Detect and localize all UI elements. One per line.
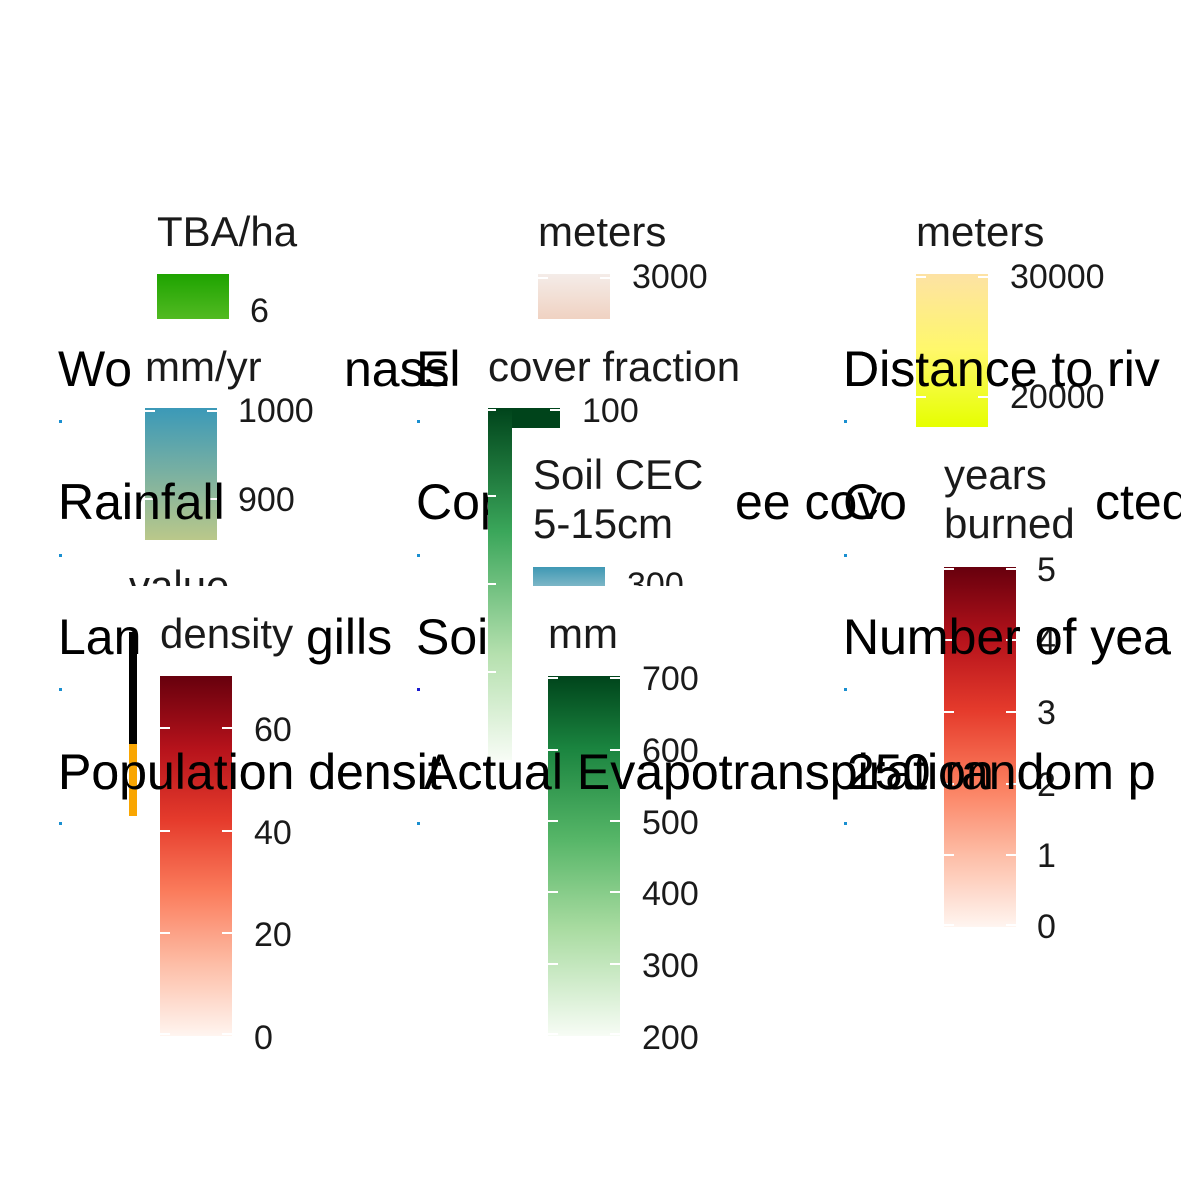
panel-title-soil: Soil — [416, 609, 499, 665]
panel-dot — [844, 420, 847, 423]
panel-placeholder-dots — [59, 420, 847, 825]
tick-label: 5 — [1037, 551, 1056, 589]
panel-dot — [417, 554, 420, 557]
tick-label: 100 — [582, 392, 639, 430]
tick-label: 0 — [1037, 908, 1056, 946]
panel-title-land-cover: Lan — [58, 609, 141, 665]
legend-title-cover: cover fraction — [488, 343, 740, 390]
colorbar-elevation — [538, 274, 610, 319]
legend-land-value: value — [118, 562, 268, 816]
tick-label: 4 — [1037, 622, 1056, 660]
colorbar-years — [944, 567, 1016, 927]
panel-title-distance-overlay: Distance to riv — [843, 341, 1160, 397]
panel-dot — [417, 420, 420, 423]
tick-label: 30000 — [1010, 258, 1105, 296]
panel-title-actual-evapotranspiration: Actual Evapotranspiration — [424, 744, 994, 800]
tick-label: 20 — [254, 916, 292, 954]
tick-label: 400 — [642, 875, 699, 913]
legend-title-cec-line2: 5-15cm — [533, 500, 673, 547]
panel-title-aet-overlay: Actual Evapotranspiration — [424, 744, 994, 800]
tick-label: 40 — [254, 814, 292, 852]
legend-title-mm: mm — [548, 610, 618, 657]
tick-label: 300 — [627, 566, 684, 604]
panel-dot — [59, 822, 62, 825]
panel-title-random-points-overlay: 250 random p — [847, 744, 1156, 800]
legend-soil-cec: Soil CEC 5-15cm 300 — [520, 448, 727, 604]
legend-title-rainfall: mm/yr — [145, 343, 262, 390]
tick-label: 300 — [642, 947, 699, 985]
panel-dot — [59, 554, 62, 557]
land-key-black — [129, 632, 137, 744]
colorbar-tba — [157, 274, 229, 319]
colorbar-rainfall — [145, 408, 217, 540]
colorbar-distance — [916, 274, 988, 427]
legend-aet: mm 700 600 500 400 300 200 — [540, 606, 699, 1057]
tick-label: 3 — [1037, 694, 1056, 732]
legend-title-years-line2: burned — [944, 500, 1075, 547]
legend-density: density 60 40 20 0 — [152, 606, 308, 1057]
tick-label: 1000 — [238, 392, 314, 430]
panel-title-core-protected-tail: cted — [1095, 474, 1181, 530]
panel-title-elevation: El — [416, 341, 460, 397]
legend-title-density: density — [160, 610, 293, 657]
tick-label: 200 — [642, 1019, 699, 1057]
colorbar-density — [160, 676, 232, 1036]
panel-dot — [844, 688, 847, 691]
legend-cover: cover fraction 100 — [482, 340, 772, 760]
legend-title-years-line1: years — [944, 451, 1047, 498]
colorbar-mm — [548, 676, 620, 1036]
panel-title-woody-biomass-tail: nass — [344, 341, 450, 397]
legend-title-tba: TBA/ha — [157, 208, 298, 255]
panel-dot — [417, 822, 420, 825]
panel-title-rainfall-overlay: Rainfall — [58, 474, 225, 530]
legend-distance: meters 30000 20000 — [908, 205, 1108, 427]
legend-rainfall: mm/yr 1000 900 — [138, 340, 328, 540]
tick-label: 20000 — [1010, 378, 1105, 416]
panel-title-land-cover-mid: gills — [306, 609, 392, 665]
panel-title-number-of-years-overlay: Number of yea — [843, 609, 1171, 665]
tick-label: 60 — [254, 711, 292, 749]
panel-dot — [844, 822, 847, 825]
legend-title-cec-line1: Soil CEC — [533, 451, 703, 498]
tick-label: 2 — [1037, 766, 1056, 804]
tick-label: 6 — [250, 292, 269, 330]
tick-label: 500 — [642, 804, 699, 842]
colorbar-cec — [533, 567, 605, 586]
panel-title-population-density: Population densit — [58, 744, 442, 800]
tick-label: 600 — [642, 732, 699, 770]
panel-title-woody-biomass: Wo — [58, 341, 132, 397]
legend-years-burned: years burned 5 4 3 2 1 0 — [944, 451, 1075, 946]
panel-dot — [844, 554, 847, 557]
legend-tba: TBA/ha 6 — [140, 205, 340, 330]
tick-label: 3000 — [632, 258, 708, 296]
legend-title-elevation: meters — [538, 208, 666, 255]
panel-title-copernicus-tail: ee cov — [735, 474, 882, 530]
land-key-orange — [129, 744, 137, 816]
tick-label: 1 — [1037, 837, 1056, 875]
legend-title-distance: meters — [916, 208, 1044, 255]
panel-title-core-protected: Co — [843, 474, 907, 530]
panel-dot — [417, 688, 420, 691]
panel-dot — [59, 688, 62, 691]
panel-title-population-density-overlay: Population densit — [58, 744, 442, 800]
legend-elevation: meters 3000 — [530, 205, 730, 319]
tick-label: 700 — [642, 660, 699, 698]
tick-label: 0 — [254, 1019, 273, 1057]
panel-dot — [59, 420, 62, 423]
tick-label: 900 — [238, 481, 295, 519]
